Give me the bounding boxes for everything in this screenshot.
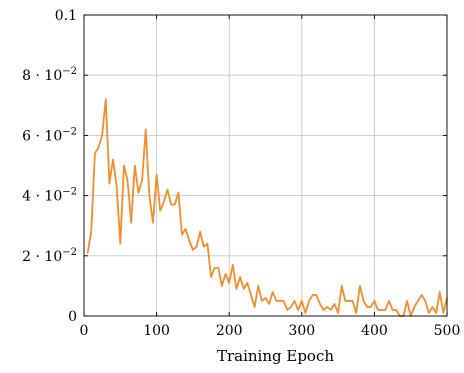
series-layer bbox=[86, 98, 448, 317]
x-tick-labels: 0 100 200 300 400 500 bbox=[80, 323, 461, 339]
x-axis-title: Training Epoch bbox=[217, 347, 334, 365]
y-tick-label-base-3: 6 · 10 bbox=[22, 128, 62, 144]
x-tick-label-3: 300 bbox=[288, 323, 315, 339]
x-tick-label-0: 0 bbox=[80, 323, 89, 339]
y-tick-label-1: 2 · 10−2 bbox=[22, 247, 77, 265]
y-tick-label-5: 0.1 bbox=[55, 8, 77, 24]
x-tick-label-1: 100 bbox=[143, 323, 170, 339]
y-tick-label-exp-2: −2 bbox=[62, 187, 77, 198]
y-tick-label-exp-1: −2 bbox=[62, 247, 77, 258]
plot-frame bbox=[83, 14, 448, 317]
series-line-0 bbox=[86, 98, 448, 317]
y-tick-label-4: 8 · 10−2 bbox=[22, 66, 77, 84]
y-tick-label-base-4: 8 · 10 bbox=[22, 68, 62, 84]
y-tick-label-3: 6 · 10−2 bbox=[22, 126, 77, 144]
y-tick-label-base-2: 4 · 10 bbox=[22, 189, 62, 205]
grid bbox=[83, 14, 448, 317]
y-tick-label-2: 4 · 10−2 bbox=[22, 187, 77, 205]
y-tick-label-base-0: 0 bbox=[68, 309, 77, 325]
x-tick-label-5: 500 bbox=[434, 323, 461, 339]
x-tick-label-2: 200 bbox=[216, 323, 243, 339]
y-tick-label-0: 0 bbox=[68, 309, 77, 325]
x-tick-label-4: 400 bbox=[361, 323, 388, 339]
y-tick-labels: 02 · 10−24 · 10−26 · 10−28 · 10−20.1 bbox=[22, 8, 77, 325]
y-tick-label-base-5: 0.1 bbox=[55, 8, 77, 24]
y-tick-label-exp-3: −2 bbox=[62, 126, 77, 137]
tick-marks bbox=[83, 14, 448, 317]
y-tick-label-exp-4: −2 bbox=[62, 66, 77, 77]
y-tick-label-base-1: 2 · 10 bbox=[22, 249, 62, 265]
